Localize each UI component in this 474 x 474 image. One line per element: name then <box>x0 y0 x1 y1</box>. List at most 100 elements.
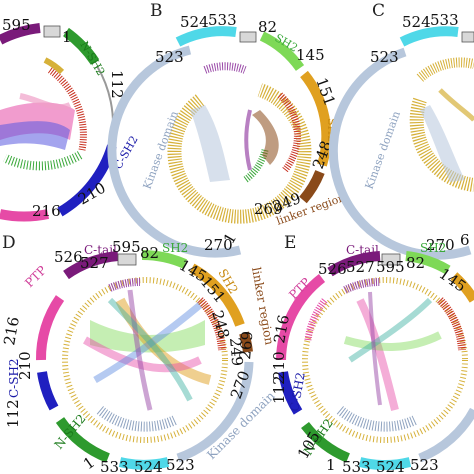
label-526: 526 <box>54 248 83 266</box>
segment-sh2-green <box>141 249 188 269</box>
label-523: 523 <box>166 456 195 474</box>
segment-c-tail <box>327 251 381 277</box>
chord-blue <box>93 302 203 384</box>
chord-brown <box>252 110 279 165</box>
label-524: 524 <box>402 13 431 31</box>
label-c-tail: C-tail <box>84 243 117 257</box>
panel-letter-b: B <box>150 1 163 21</box>
label-527: 527 <box>346 258 375 276</box>
chord-teal <box>348 297 433 363</box>
label-216: 216 <box>270 313 293 344</box>
label-269: 269 <box>254 200 283 218</box>
chord-teal <box>107 297 193 402</box>
segment-gray-box <box>43 25 61 38</box>
inner-ring-gold <box>43 57 65 75</box>
segment-n-sh2 <box>55 417 110 463</box>
ring-red-bars <box>277 92 301 173</box>
label-524: 524 <box>180 13 209 31</box>
label-145: 145 <box>296 46 325 64</box>
segment-kinase <box>176 361 254 463</box>
segment-c-sh2 <box>278 371 303 415</box>
label-210: 210 <box>16 351 34 380</box>
label-216: 216 <box>0 315 23 346</box>
chord-gold <box>438 88 474 122</box>
label-sh2-green: SH2 <box>162 241 188 255</box>
label-112: 112 <box>270 375 288 404</box>
chord-green <box>343 331 442 351</box>
label-270: 270 <box>227 368 254 401</box>
label-527: 527 <box>80 254 109 272</box>
segment-gray-box <box>117 253 137 266</box>
ring-purple-hist <box>203 62 247 74</box>
label-269: 269 <box>236 330 256 360</box>
label-82: 82 <box>258 18 277 36</box>
label-523: 523 <box>370 48 399 66</box>
panel-letter-e: E <box>284 233 296 253</box>
panel-d: D C-tail 595 526 <box>0 233 278 474</box>
segment-c-tail <box>63 251 119 280</box>
label-533: 533 <box>342 458 371 474</box>
segment-linker <box>299 169 325 204</box>
label-ptp: PTP <box>22 263 49 290</box>
panel-e: E C-tail 526 527 595 <box>270 233 474 474</box>
label-kinase-domain: Kinase domain <box>363 109 403 191</box>
panel-b: B 523 524 533 82 SH2 145 151 SH2 <box>107 1 347 258</box>
label-533: 533 <box>430 11 459 29</box>
label-533: 533 <box>208 11 237 29</box>
segment-gray-box <box>239 31 257 43</box>
label-6: 6 <box>460 231 470 249</box>
ring-gold-hist <box>62 277 228 443</box>
label-210: 210 <box>75 179 109 209</box>
chord-purple <box>368 291 382 406</box>
segment-sh2-green <box>405 251 451 275</box>
label-82: 82 <box>406 254 425 272</box>
segment-kinase <box>418 407 474 463</box>
ring-blue-bars <box>336 406 418 432</box>
segment-gray-box <box>381 253 401 266</box>
ring-red-bars <box>437 297 466 351</box>
label-82: 82 <box>140 244 159 262</box>
segment-n-sh2 <box>62 27 100 65</box>
segment-sh2-orange <box>300 70 332 167</box>
chord-kinase-self <box>420 105 465 182</box>
label-523: 523 <box>155 48 184 66</box>
label-524: 524 <box>376 458 405 474</box>
label-533: 533 <box>100 458 129 474</box>
segment-c-tail <box>0 23 41 45</box>
segment-gray-box <box>461 31 474 43</box>
ring-blue-bars <box>96 406 178 432</box>
label-c-sh2: C-SH2 <box>287 371 308 412</box>
segment-kinase-cyan <box>399 26 459 47</box>
label-216: 216 <box>32 202 61 220</box>
label-c-sh2: C-SH2 <box>7 358 21 398</box>
panel-c: C 523 524 533 Kinase domain 270 6 <box>328 1 474 260</box>
ring-purple-bars <box>343 277 381 294</box>
chord-kinase-self <box>190 105 230 182</box>
label-112: 112 <box>108 70 126 99</box>
label-595: 595 <box>2 16 31 34</box>
chord-purple <box>127 289 153 411</box>
label-ptp: PTP <box>286 275 313 302</box>
label-595: 595 <box>376 258 405 276</box>
segment-kinase-cyan <box>175 26 237 47</box>
label-1: 1 <box>326 456 336 474</box>
label-1: 1 <box>62 28 72 46</box>
ring-gold-top <box>416 57 474 82</box>
segment-ptp <box>0 209 50 222</box>
label-270: 270 <box>426 236 455 254</box>
inner-ring-red <box>47 67 87 151</box>
segment-sh2-green <box>259 31 305 71</box>
segment-ptp <box>276 274 326 361</box>
segment-ptp <box>35 295 65 361</box>
label-595: 595 <box>112 238 141 256</box>
label-248: 248 <box>208 308 233 340</box>
segment-linker <box>239 331 253 353</box>
chord-pink <box>356 298 399 411</box>
label-n-sh2: N-SH2 <box>77 39 107 78</box>
label-kinase-domain: Kinase domain <box>141 109 181 191</box>
segment-c-sh2 <box>37 371 59 411</box>
label-523: 523 <box>410 456 439 474</box>
chord-blue <box>0 121 70 150</box>
panel-letter-c: C <box>372 1 385 21</box>
